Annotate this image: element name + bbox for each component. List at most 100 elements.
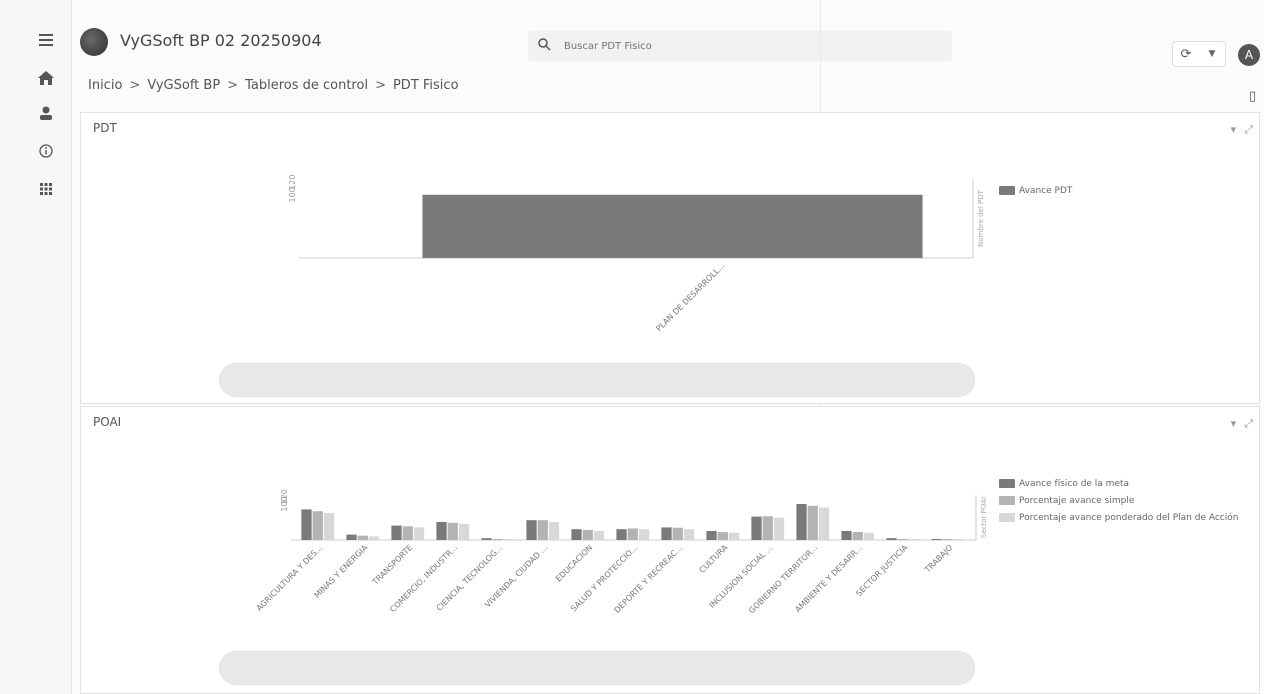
bar bbox=[346, 534, 357, 540]
bar bbox=[301, 509, 312, 540]
top-bar: VyGSoft BP 02 20250904 ⟳ ▼ A bbox=[0, 0, 1264, 67]
menu-icon[interactable] bbox=[34, 28, 58, 52]
x-tick-label: TRANSPORTE bbox=[370, 543, 414, 587]
breadcrumb-item-tableros[interactable]: Tableros de control bbox=[245, 78, 369, 93]
bar bbox=[526, 520, 537, 540]
poai-card-tools: ▾ ⤢ bbox=[1223, 417, 1253, 431]
pdt-card-title: PDT bbox=[93, 121, 117, 135]
search-box[interactable] bbox=[528, 31, 952, 61]
sync-icon[interactable]: ⟳ bbox=[1180, 46, 1192, 62]
y-tick-label: 120 bbox=[280, 489, 289, 504]
legend-item[interactable]: Avance físico de la meta bbox=[999, 475, 1238, 492]
home-icon[interactable] bbox=[34, 66, 58, 90]
user-avatar[interactable]: A bbox=[1238, 44, 1260, 66]
expand-icon[interactable]: ⤢ bbox=[1244, 417, 1253, 430]
bar bbox=[706, 531, 717, 540]
bar bbox=[908, 539, 920, 540]
filter-icon[interactable]: ▾ bbox=[1230, 417, 1237, 430]
breadcrumb-separator-icon: > bbox=[227, 78, 239, 93]
bar bbox=[841, 531, 852, 540]
poai-card-title: POAI bbox=[93, 415, 122, 429]
breadcrumb-item-vygsoft[interactable]: VyGSoft BP bbox=[147, 78, 221, 93]
chevron-down-icon[interactable]: ▼ bbox=[1208, 49, 1216, 59]
pdt-card: PDT ▾ ⤢ 100 120 Nombre del PDT PLAN DE DESAR… bbox=[80, 112, 1260, 404]
bar bbox=[357, 535, 368, 540]
breadcrumb-separator-icon: > bbox=[129, 78, 141, 93]
bar bbox=[717, 532, 728, 540]
bar bbox=[852, 532, 863, 540]
bar bbox=[481, 538, 492, 540]
bar bbox=[638, 529, 650, 540]
breadcrumb-item-current: PDT Fisico bbox=[392, 78, 459, 93]
legend-item[interactable]: Porcentaje avance ponderado del Plan de … bbox=[999, 509, 1238, 526]
side-navigation bbox=[0, 0, 72, 694]
bar bbox=[627, 528, 638, 540]
bar bbox=[368, 536, 380, 540]
filter-icon[interactable]: ▾ bbox=[1230, 123, 1237, 136]
legend-swatch bbox=[999, 513, 1015, 522]
bar bbox=[492, 538, 503, 540]
bar bbox=[773, 517, 785, 540]
bar bbox=[402, 526, 413, 540]
app-title: VyGSoft BP 02 20250904 bbox=[120, 31, 322, 50]
breadcrumb: Inicio > VyGSoft BP > Tableros de control > PD… bbox=[88, 78, 459, 93]
expand-icon[interactable]: ⤢ bbox=[1244, 123, 1253, 136]
bar bbox=[503, 539, 515, 540]
bar bbox=[391, 525, 402, 540]
bar bbox=[931, 539, 942, 540]
bar bbox=[537, 520, 548, 540]
search-icon bbox=[538, 37, 556, 55]
bar bbox=[548, 522, 560, 540]
legend-swatch bbox=[999, 496, 1015, 505]
poai-legend: Avance físico de la meta Porcentaje avan… bbox=[999, 475, 1238, 526]
panel-toggle-icon[interactable]: ▯ bbox=[1249, 89, 1257, 104]
info-icon[interactable] bbox=[34, 139, 58, 163]
bar bbox=[422, 194, 923, 258]
poai-card: POAI ▾ ⤢ 100 120 Sector POAI AGRICULTURA Y D… bbox=[80, 406, 1260, 694]
bar bbox=[447, 522, 458, 540]
apps-icon[interactable] bbox=[34, 177, 58, 201]
legend-label: Porcentaje avance simple bbox=[1019, 495, 1135, 506]
breadcrumb-item-home[interactable]: Inicio bbox=[88, 78, 123, 93]
bar bbox=[897, 538, 908, 540]
bar bbox=[751, 516, 762, 540]
bar bbox=[863, 532, 875, 540]
legend-label: Porcentaje avance ponderado del Plan de … bbox=[1019, 512, 1239, 523]
bar bbox=[796, 504, 807, 540]
y-tick-label: 100 bbox=[288, 187, 297, 202]
bar bbox=[942, 539, 953, 540]
app-logo bbox=[80, 28, 108, 56]
legend-swatch bbox=[999, 479, 1015, 488]
pdt-legend: Avance PDT bbox=[999, 182, 1072, 199]
legend-item[interactable]: Porcentaje avance simple bbox=[999, 492, 1238, 509]
legend-label: Avance físico de la meta bbox=[1019, 478, 1130, 489]
bar bbox=[807, 505, 818, 540]
user-icon[interactable] bbox=[34, 101, 58, 125]
pdt-card-tools: ▾ ⤢ bbox=[1223, 123, 1253, 137]
legend-swatch bbox=[999, 186, 1015, 195]
poai-chart-zoom-scrollbar[interactable] bbox=[219, 651, 975, 685]
bar bbox=[458, 523, 470, 540]
legend-item[interactable]: Avance PDT bbox=[999, 182, 1072, 199]
y-axis-label: Sector POAI bbox=[980, 497, 988, 538]
y-tick-label: 120 bbox=[288, 175, 297, 190]
x-tick-label: TRABAJO bbox=[922, 543, 954, 575]
bar bbox=[312, 511, 323, 540]
bar bbox=[818, 507, 830, 540]
bar bbox=[323, 513, 335, 540]
bar bbox=[571, 529, 582, 540]
legend-label: Avance PDT bbox=[1019, 185, 1073, 196]
bar bbox=[593, 531, 605, 540]
sync-button[interactable]: ⟳ ▼ bbox=[1172, 41, 1226, 67]
pdt-chart-zoom-scrollbar[interactable] bbox=[219, 363, 975, 397]
bar bbox=[661, 527, 672, 540]
y-tick-label: 100 bbox=[280, 496, 289, 511]
x-tick-label: EDUCACION bbox=[554, 543, 594, 583]
bar bbox=[762, 516, 773, 540]
bar bbox=[413, 527, 425, 540]
bar bbox=[582, 529, 593, 540]
search-input[interactable] bbox=[564, 40, 924, 52]
bar bbox=[436, 522, 447, 540]
